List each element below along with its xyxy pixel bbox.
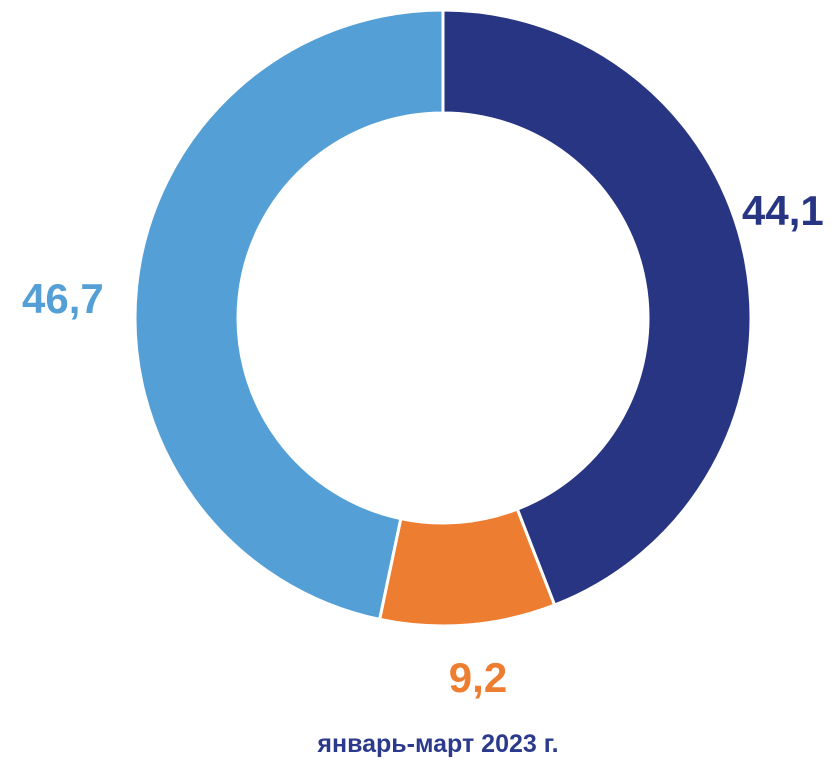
chart-caption: январь-март 2023 г. xyxy=(316,730,558,758)
slice-label-1: 9,2 xyxy=(449,654,507,701)
slice-label-0: 44,1 xyxy=(742,187,824,234)
slice-label-2: 46,7 xyxy=(22,275,104,322)
donut-slice-0 xyxy=(441,8,753,608)
donut-slice-2 xyxy=(133,8,445,622)
donut-slices xyxy=(133,8,753,628)
